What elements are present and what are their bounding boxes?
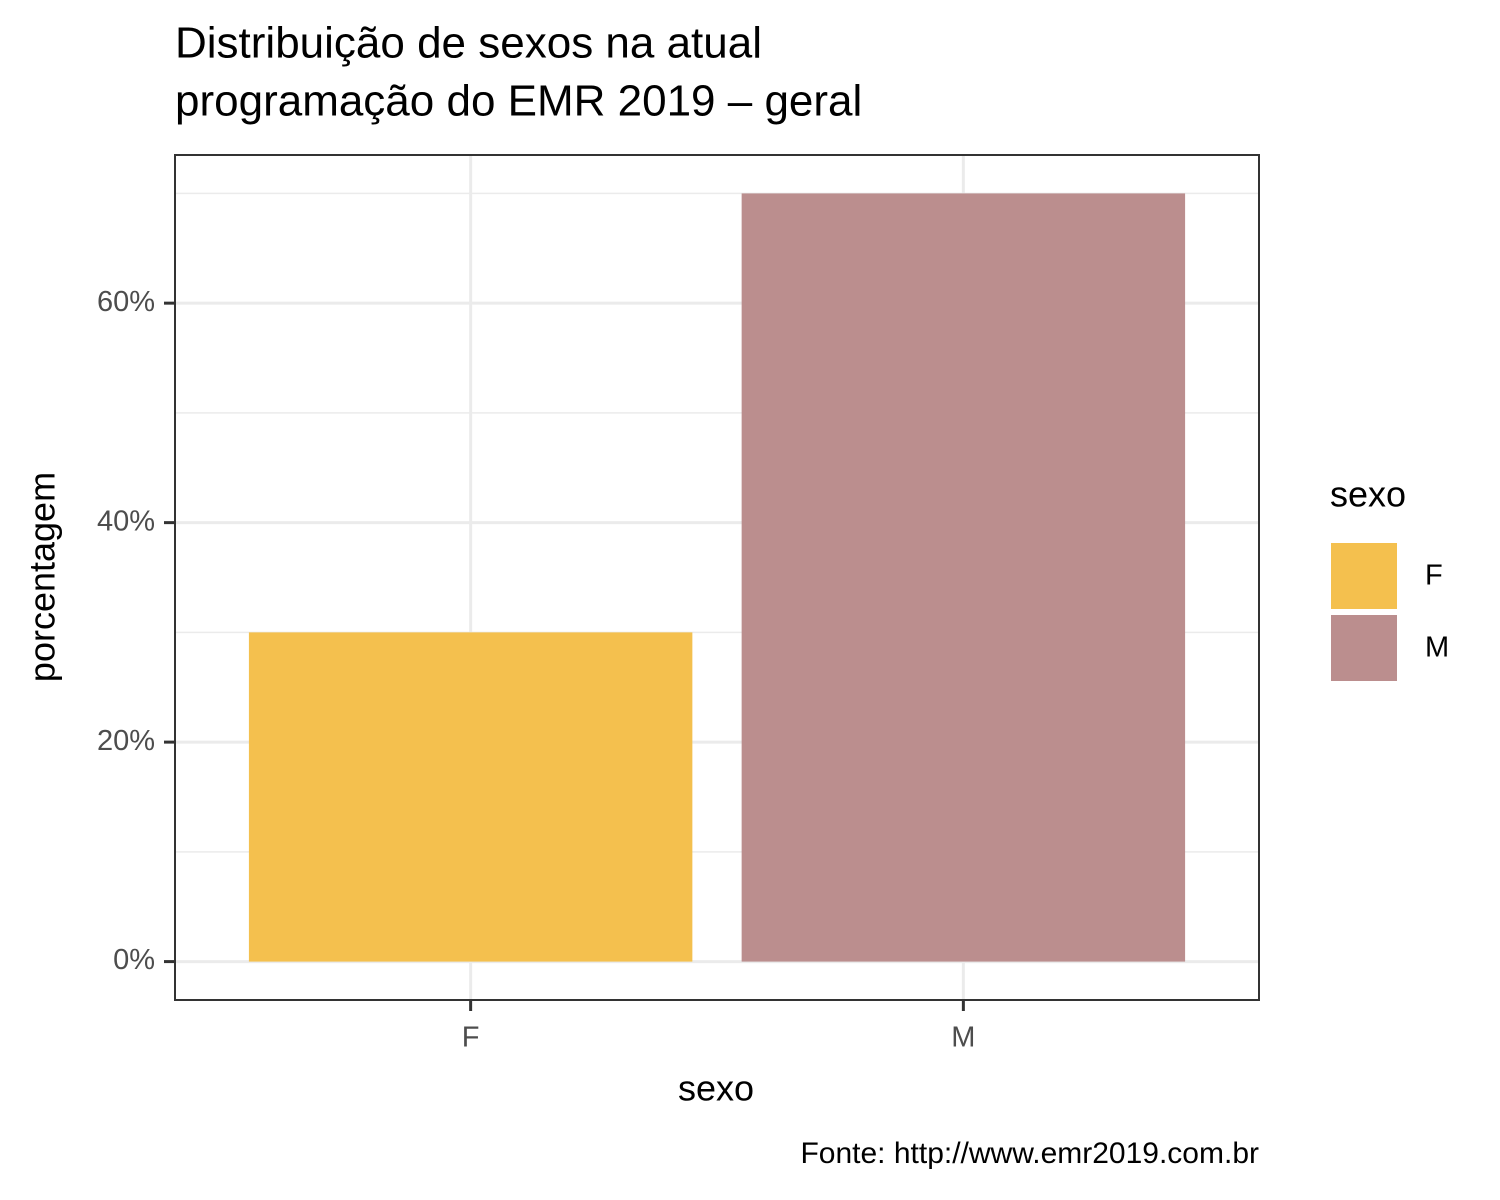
y-tick-label: 20% (97, 725, 155, 757)
x-axis-title: sexo (678, 1068, 754, 1109)
legend-key (1331, 543, 1397, 609)
legend-label: F (1425, 560, 1443, 592)
x-tick-label: M (951, 1022, 975, 1054)
chart-title: programação do EMR 2019 – geral (175, 77, 862, 126)
x-tick-label: F (462, 1022, 480, 1054)
legend-key (1331, 615, 1397, 681)
caption: Fonte: http://www.emr2019.com.br (800, 1137, 1259, 1170)
panel-border (174, 154, 1260, 1001)
y-axis-title: porcentagem (22, 472, 63, 682)
y-tick-label: 40% (97, 505, 155, 537)
legend-title: sexo (1330, 474, 1406, 515)
legend-label: M (1425, 632, 1449, 664)
bar (248, 632, 693, 962)
bar (741, 193, 1186, 962)
chart-title: Distribuição de sexos na atual (175, 19, 762, 68)
y-tick-label: 60% (97, 286, 155, 318)
y-tick-label: 0% (113, 944, 155, 976)
